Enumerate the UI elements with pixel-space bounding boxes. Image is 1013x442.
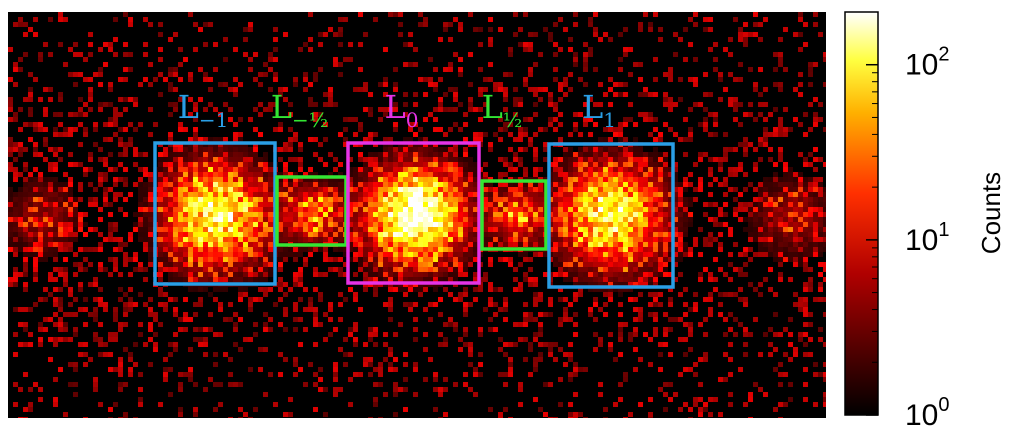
- region-label-base: L: [271, 88, 292, 126]
- region-label-subscript: 1: [603, 108, 616, 132]
- region-label-subscript: −½: [292, 108, 328, 132]
- figure: L−1L−½L0L½L1 100101102 Counts: [0, 0, 1013, 442]
- tick-base: 10: [905, 49, 938, 82]
- region-label-subscript: −1: [199, 108, 228, 132]
- colorbar-label: Counts: [976, 172, 1006, 254]
- tick-exponent: 0: [938, 394, 949, 416]
- colorbar-tick-label: 101: [905, 219, 950, 257]
- region-label-base: L: [178, 88, 199, 126]
- region-label-subscript: 0: [406, 108, 419, 132]
- tick-exponent: 2: [938, 44, 949, 66]
- colorbar-tick-label: 100: [905, 394, 950, 432]
- region-label-base: L: [482, 88, 503, 126]
- region-label-subscript: ½: [503, 108, 522, 132]
- tick-base: 10: [905, 399, 938, 432]
- region-label-base: L: [385, 88, 406, 126]
- region-label-base: L: [582, 88, 603, 126]
- tick-exponent: 1: [938, 219, 949, 241]
- tick-base: 10: [905, 224, 938, 257]
- colorbar-tick-label: 102: [905, 44, 950, 82]
